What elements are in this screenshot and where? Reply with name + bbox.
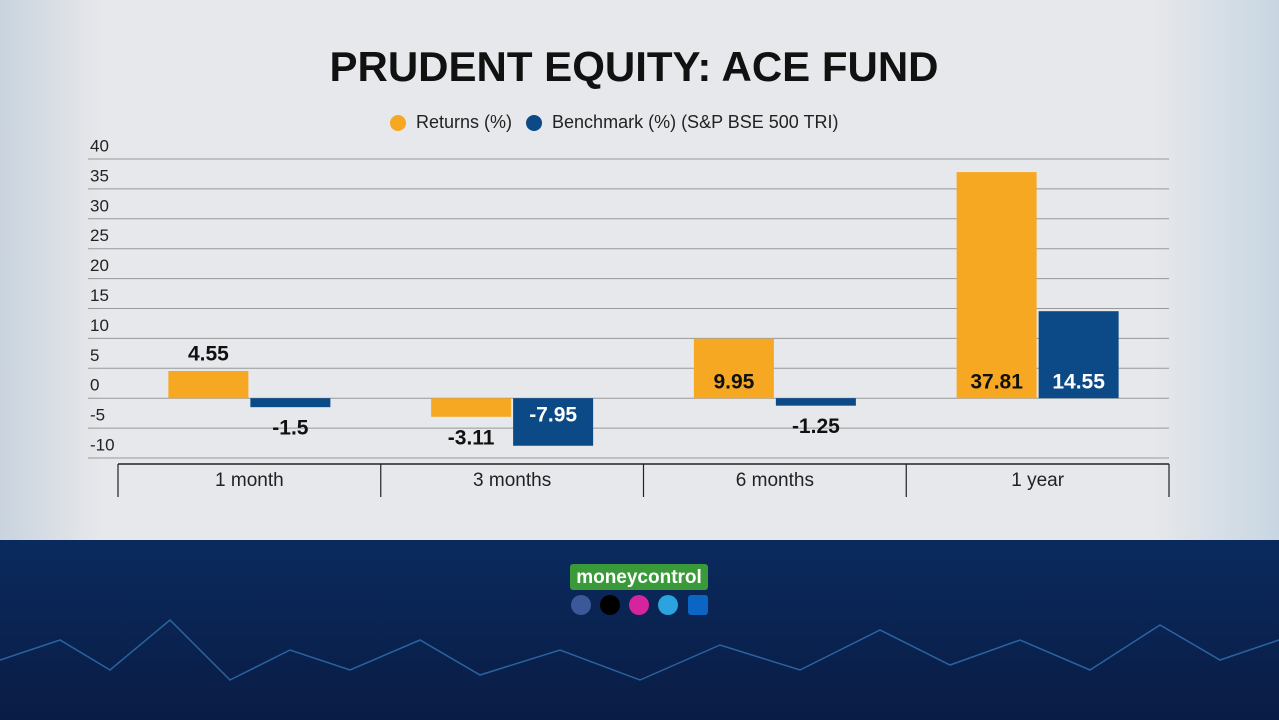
x-tick-label: 3 months: [473, 470, 551, 491]
data-label: -1.25: [792, 415, 840, 438]
legend-label: Returns (%): [416, 112, 512, 132]
data-label: -3.11: [448, 426, 495, 449]
logo-text: moneycontrol: [576, 567, 702, 588]
data-label: 9.95: [713, 371, 754, 394]
y-tick-label: 0: [90, 376, 99, 395]
icon-telegram[interactable]: [658, 595, 678, 615]
bar: [1038, 311, 1119, 399]
y-tick-label: -10: [90, 435, 115, 454]
data-label: 37.81: [970, 371, 1023, 394]
data-label: 4.55: [188, 343, 229, 366]
y-tick-label: -5: [90, 406, 105, 425]
legend: Returns (%) Benchmark (%) (S&P BSE 500 TR…: [390, 112, 838, 132]
icon-facebook[interactable]: [571, 595, 591, 615]
bar: [431, 398, 512, 417]
y-tick-label: 40: [90, 136, 109, 155]
chart-title: PRUDENT EQUITY: ACE FUND: [330, 43, 939, 90]
icon-linkedin[interactable]: [688, 595, 708, 615]
bar: [168, 370, 249, 399]
bar: [250, 398, 331, 408]
y-tick-label: 25: [90, 226, 109, 245]
data-label: -7.95: [529, 404, 577, 427]
icon-x[interactable]: [600, 595, 620, 615]
logo-box: [570, 564, 708, 590]
x-tick-label: 1 month: [215, 470, 284, 491]
bar: [956, 172, 1037, 399]
y-tick-label: 5: [90, 346, 99, 365]
legend-swatch: [526, 115, 543, 131]
bar: [513, 398, 594, 446]
data-label: -1.5: [272, 417, 309, 440]
x-tick-label: 6 months: [736, 470, 814, 491]
y-tick-label: 15: [90, 286, 109, 305]
background: [0, 0, 1279, 540]
legend-swatch: [390, 115, 406, 131]
y-tick-label: 35: [90, 166, 109, 185]
data-label: 14.55: [1052, 371, 1105, 394]
icon-instagram[interactable]: [629, 595, 649, 615]
bar: [693, 338, 774, 399]
footer-logo: moneycontrol: [570, 564, 708, 615]
legend-label: Benchmark (%) (S&P BSE 500 TRI): [552, 112, 838, 132]
y-tick-label: 10: [90, 316, 109, 335]
x-tick-label: 1 year: [1011, 470, 1064, 491]
footer-decor: [0, 618, 1279, 681]
bar: [775, 398, 856, 406]
y-tick-label: 30: [90, 196, 109, 215]
plot-area: -10 -5 0 5 10 15 20 25 30 35 40 1 month 4.55 -1.5 3 mo…: [88, 136, 1170, 497]
y-tick-label: 20: [90, 256, 109, 275]
